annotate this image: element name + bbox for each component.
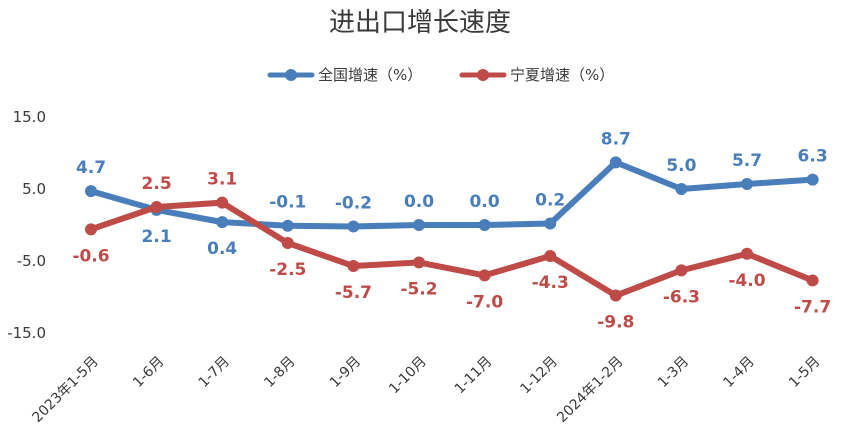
data-label: 0.2 [535, 191, 565, 211]
x-tick-label: 1-8月 [261, 354, 298, 391]
data-label: 4.7 [76, 158, 106, 178]
x-tick-label: 1-4月 [720, 354, 757, 391]
x-tick-label: 1-9月 [327, 354, 364, 391]
data-label: 2.5 [142, 174, 172, 194]
x-tick-label: 1-12月 [517, 354, 561, 398]
x-tick-label: 1-10月 [386, 354, 430, 398]
x-tick-label: 2024年1-2月 [554, 354, 626, 426]
x-tick-label: 1-11月 [452, 354, 496, 398]
data-label: 8.7 [601, 129, 631, 149]
data-label: 0.4 [207, 239, 237, 259]
legend-label: 全国增速（%） [318, 66, 422, 84]
data-labels: 4.7 -0.6 2.1 2.5 0.4 3.1 -0.1 -2.5 -0.2 -5.7 0.0 -5… [72, 129, 831, 332]
y-tick-label: -5.0 [17, 252, 46, 270]
series-layer [85, 156, 819, 302]
data-point [85, 223, 97, 236]
data-label: 2.1 [142, 227, 172, 247]
data-point [413, 256, 425, 269]
data-label: 0.0 [404, 192, 434, 212]
data-point [544, 217, 557, 230]
data-point [281, 219, 294, 232]
data-point [806, 173, 819, 186]
data-point [150, 201, 163, 213]
legend-marker [285, 69, 297, 81]
data-label: -7.7 [794, 297, 831, 317]
y-tick-label: 5.0 [22, 180, 46, 198]
x-tick-label: 1-3月 [655, 354, 692, 391]
legend-item: 全国增速（%） [267, 66, 422, 84]
data-point [216, 216, 229, 229]
data-label: -0.1 [269, 193, 306, 213]
data-point [544, 249, 557, 262]
x-tick-label: 1-7月 [196, 354, 233, 391]
x-tick-label: 1-5月 [786, 354, 823, 391]
data-label: 5.0 [666, 156, 696, 176]
data-point [478, 269, 491, 282]
data-label: 5.7 [732, 151, 762, 171]
legend: 全国增速（%） 宁夏增速（%） [267, 66, 614, 84]
data-point [413, 219, 425, 231]
legend-label: 宁夏增速（%） [510, 66, 614, 84]
data-label: -0.2 [335, 193, 372, 213]
data-point [216, 196, 229, 209]
data-label: -5.7 [335, 283, 372, 303]
data-label: -4.3 [532, 273, 569, 293]
data-point [741, 247, 753, 260]
data-label: -9.8 [597, 313, 634, 333]
data-label: -5.2 [400, 279, 437, 299]
data-label: -4.0 [728, 271, 765, 291]
data-point [675, 183, 688, 195]
x-tick-label: 2023年1-5月 [29, 354, 101, 426]
data-point [347, 220, 360, 233]
data-label: -2.5 [269, 260, 306, 280]
data-point [806, 274, 819, 287]
data-point [609, 289, 622, 302]
data-point [741, 177, 753, 190]
data-label: -0.6 [72, 246, 109, 266]
y-tick-label: 15.0 [13, 108, 46, 126]
legend-item: 宁夏增速（%） [459, 66, 614, 84]
series-line [88, 159, 816, 230]
data-label: -7.0 [466, 292, 503, 312]
series-line [88, 199, 816, 299]
data-label: 0.0 [470, 192, 500, 212]
y-tick-label: -15.0 [7, 324, 46, 342]
data-point [347, 260, 360, 273]
data-label: -6.3 [663, 287, 700, 307]
data-point [281, 237, 294, 249]
legend-marker [477, 69, 489, 81]
x-tick-label: 1-6月 [130, 354, 167, 391]
data-point [675, 264, 688, 277]
data-point [85, 185, 97, 198]
data-label: 6.3 [798, 147, 828, 167]
data-label: 3.1 [207, 170, 237, 190]
data-point [478, 219, 491, 231]
data-point [609, 156, 622, 169]
chart-title: 进出口增长速度 [329, 8, 511, 38]
